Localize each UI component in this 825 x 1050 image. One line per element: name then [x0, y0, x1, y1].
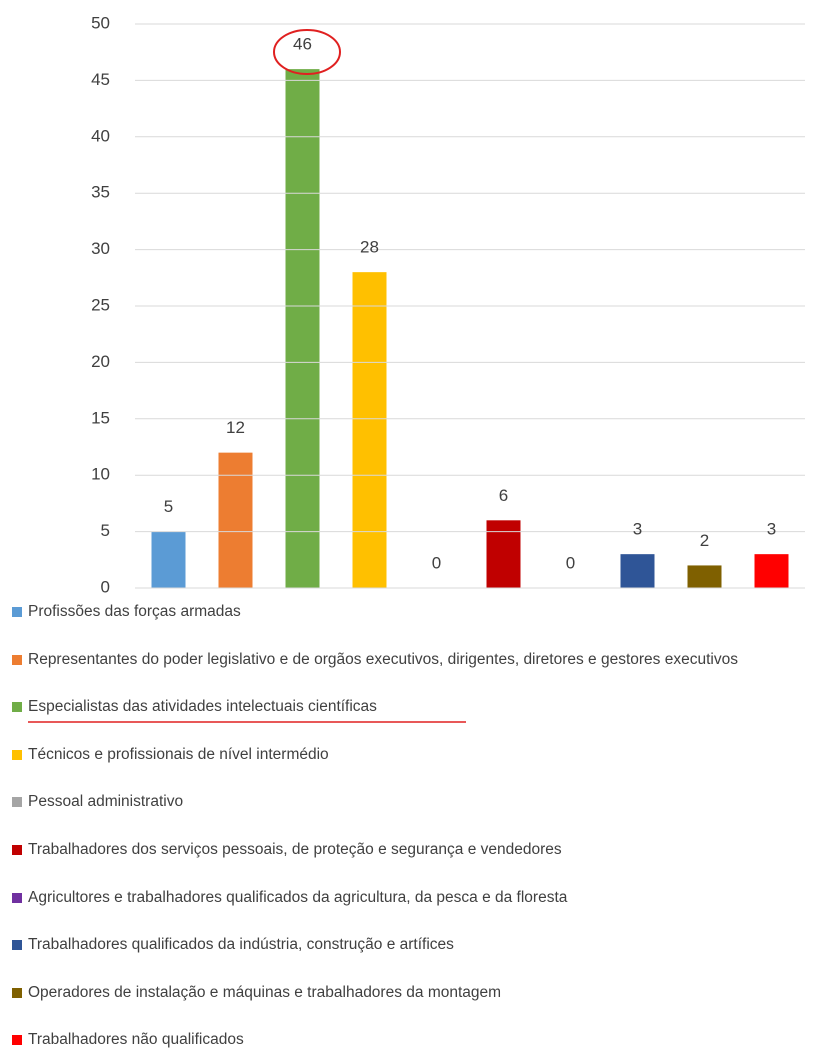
data-label: 6 [499, 486, 508, 505]
legend-item: Trabalhadores qualificados da indústria,… [12, 933, 820, 957]
bar [218, 452, 253, 588]
legend-item: Representantes do poder legislativo e de… [12, 648, 820, 672]
legend-item: Trabalhadores não qualificados [12, 1028, 820, 1050]
legend-swatch [12, 845, 22, 855]
legend-label: Pessoal administrativo [28, 793, 184, 811]
bar [151, 531, 186, 588]
legend-swatch [12, 1035, 22, 1046]
legend-item: Especialistas das atividades intelectuai… [12, 695, 820, 719]
legend-item: Agricultores e trabalhadores qualificado… [12, 886, 820, 910]
data-label: 3 [767, 520, 776, 539]
data-label: 5 [164, 497, 173, 516]
legend-swatch [12, 797, 22, 808]
data-label: 0 [566, 553, 575, 572]
legend-label: Operadores de instalação e máquinas e tr… [28, 983, 502, 1001]
y-tick-label: 35 [91, 183, 110, 202]
legend-swatch [12, 702, 22, 713]
data-label: 12 [226, 418, 245, 437]
legend-item: Técnicos e profissionais de nível interm… [12, 743, 820, 767]
data-label: 46 [293, 35, 312, 54]
data-label: 2 [700, 531, 709, 550]
y-tick-label: 40 [91, 126, 110, 145]
y-tick-label: 0 [101, 577, 110, 596]
legend-label: Trabalhadores qualificados da indústria,… [28, 936, 454, 954]
bar [285, 69, 320, 589]
y-tick-label: 25 [91, 295, 110, 314]
legend-swatch [12, 987, 22, 998]
data-label: 0 [432, 553, 441, 572]
legend-swatch [12, 607, 22, 617]
bar [754, 554, 789, 588]
bar [620, 554, 655, 588]
legend-item: Profissões das forças armadas [12, 600, 820, 624]
bar [352, 272, 387, 588]
data-label: 28 [360, 238, 379, 257]
legend-label: Agricultores e trabalhadores qualificado… [28, 888, 568, 906]
legend-item: Trabalhadores dos serviços pessoais, de … [12, 838, 820, 862]
y-tick-label: 15 [91, 408, 110, 427]
legend-label: Técnicos e profissionais de nível interm… [28, 745, 329, 763]
legend-label: Representantes do poder legislativo e de… [28, 650, 738, 668]
legend-swatch [12, 892, 22, 903]
y-tick-label: 50 [91, 13, 110, 32]
bar [486, 520, 521, 588]
bar [687, 565, 722, 588]
legend-label: Especialistas das atividades intelectuai… [28, 698, 377, 716]
legend-label: Trabalhadores não qualificados [28, 1031, 244, 1049]
y-tick-label: 10 [91, 465, 110, 484]
legend-label: Trabalhadores dos serviços pessoais, de … [28, 841, 562, 858]
legend-label: Profissões das forças armadas [28, 603, 241, 620]
legend-swatch [12, 940, 22, 951]
y-tick-label: 45 [91, 70, 110, 89]
data-label: 3 [633, 520, 642, 539]
legend-swatch [12, 749, 22, 760]
legend-item: Operadores de instalação e máquinas e tr… [12, 981, 820, 1005]
y-tick-label: 20 [91, 352, 110, 371]
highlight-circle [273, 29, 341, 75]
legend-item: Pessoal administrativo [12, 790, 820, 814]
legend-swatch [12, 654, 22, 665]
y-tick-label: 30 [91, 239, 110, 258]
y-tick-label: 5 [101, 521, 110, 540]
